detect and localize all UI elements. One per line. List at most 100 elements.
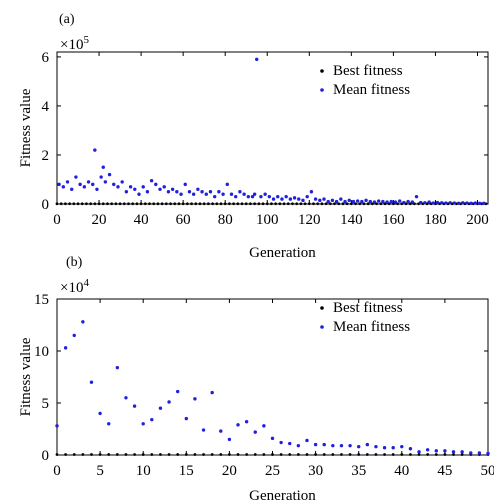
legend-label: Best fitness bbox=[333, 300, 403, 316]
best-fitness-point bbox=[210, 453, 214, 456]
best-fitness-point bbox=[282, 202, 286, 206]
best-fitness-point bbox=[160, 202, 164, 206]
mean-fitness-point bbox=[81, 320, 85, 324]
mean-fitness-point bbox=[444, 201, 448, 205]
mean-fitness-point bbox=[425, 448, 430, 452]
best-fitness-point bbox=[408, 202, 412, 206]
mean-fitness-point bbox=[271, 197, 276, 201]
best-fitness-point bbox=[391, 202, 395, 206]
best-fitness-point bbox=[202, 202, 206, 206]
best-fitness-point bbox=[156, 202, 160, 206]
mean-fitness-point bbox=[288, 197, 293, 201]
y-tick-label: 15 bbox=[34, 292, 49, 308]
mean-fitness-point bbox=[65, 180, 70, 184]
best-fitness-point bbox=[354, 202, 357, 206]
best-fitness-point bbox=[314, 453, 317, 456]
best-fitness-point bbox=[286, 202, 290, 206]
best-fitness-point bbox=[106, 202, 109, 206]
x-tick-label: 180 bbox=[424, 212, 447, 228]
mean-fitness-point bbox=[397, 199, 402, 203]
mean-fitness-point bbox=[200, 190, 204, 194]
mean-fitness-point bbox=[402, 200, 406, 205]
best-fitness-point bbox=[291, 202, 294, 206]
mean-fitness-point bbox=[385, 200, 389, 204]
y-multiplier: ×104 bbox=[60, 277, 89, 296]
mean-fitness-point bbox=[204, 192, 208, 196]
best-fitness-point bbox=[387, 202, 391, 206]
best-fitness-point bbox=[328, 202, 332, 206]
y-tick-label: 5 bbox=[42, 396, 50, 412]
mean-fitness-point bbox=[331, 443, 335, 448]
y-tick-label: 0 bbox=[42, 197, 50, 213]
mean-fitness-point bbox=[318, 198, 322, 203]
mean-fitness-point bbox=[193, 397, 197, 401]
best-fitness-point bbox=[81, 453, 85, 456]
panel-label: (a) bbox=[59, 12, 75, 27]
best-fitness-point bbox=[460, 453, 464, 456]
best-fitness-point bbox=[85, 202, 88, 206]
mean-fitness-point bbox=[465, 201, 469, 205]
mean-fitness-point bbox=[456, 201, 461, 205]
mean-fitness-point bbox=[280, 197, 284, 201]
best-fitness-point bbox=[89, 202, 93, 206]
mean-fitness-point bbox=[372, 200, 377, 204]
best-fitness-point bbox=[434, 453, 438, 456]
best-fitness-point bbox=[133, 453, 136, 456]
best-fitness-point bbox=[375, 202, 378, 206]
mean-fitness-point bbox=[101, 165, 105, 169]
x-tick-label: 60 bbox=[176, 212, 191, 228]
best-fitness-point bbox=[90, 453, 93, 456]
best-fitness-point bbox=[164, 202, 168, 206]
mean-fitness-point bbox=[270, 436, 275, 441]
mean-fitness-point bbox=[469, 201, 473, 205]
best-fitness-point bbox=[249, 202, 252, 206]
mean-fitness-point bbox=[360, 199, 364, 204]
best-fitness-point bbox=[383, 202, 387, 206]
mean-fitness-point bbox=[236, 423, 240, 427]
best-fitness-point bbox=[253, 202, 257, 206]
best-fitness-point bbox=[194, 202, 198, 206]
best-fitness-point bbox=[409, 453, 412, 456]
best-fitness-point bbox=[228, 453, 231, 456]
x-tick-label: 160 bbox=[382, 212, 405, 228]
best-fitness-point bbox=[169, 202, 172, 206]
mean-fitness-point bbox=[72, 333, 76, 338]
best-fitness-point bbox=[64, 202, 67, 206]
mean-fitness-point bbox=[406, 199, 410, 204]
x-tick-label: 20 bbox=[92, 212, 107, 228]
mean-fitness-point bbox=[250, 194, 255, 199]
mean-fitness-point bbox=[461, 201, 465, 205]
mean-fitness-point bbox=[347, 198, 351, 203]
legend-label: Mean fitness bbox=[333, 82, 410, 98]
series-best-fitness bbox=[55, 453, 490, 456]
best-fitness-point bbox=[349, 202, 353, 206]
best-fitness-point bbox=[176, 453, 180, 456]
best-fitness-point bbox=[358, 202, 362, 206]
x-tick-label: 140 bbox=[340, 212, 363, 228]
mean-fitness-point bbox=[196, 187, 200, 191]
best-fitness-point bbox=[139, 202, 143, 206]
legend-marker bbox=[320, 88, 324, 92]
mean-fitness-point bbox=[473, 201, 478, 205]
mean-fitness-point bbox=[435, 200, 440, 205]
mean-fitness-point bbox=[381, 199, 385, 204]
best-fitness-point bbox=[296, 453, 300, 456]
mean-fitness-point bbox=[427, 200, 431, 204]
mean-fitness-point bbox=[448, 201, 452, 205]
best-fitness-point bbox=[193, 453, 197, 456]
mean-fitness-point bbox=[288, 441, 292, 446]
mean-fitness-point bbox=[95, 187, 99, 191]
best-fitness-point bbox=[177, 202, 181, 206]
mean-fitness-point bbox=[132, 404, 137, 408]
mean-fitness-point bbox=[115, 365, 120, 370]
mean-fitness-point bbox=[145, 190, 150, 194]
series-mean-fitness bbox=[57, 57, 486, 205]
mean-fitness-point bbox=[276, 194, 280, 199]
mean-fitness-point bbox=[279, 440, 283, 445]
best-fitness-point bbox=[143, 202, 147, 206]
mean-fitness-point bbox=[301, 198, 305, 203]
legend-label: Mean fitness bbox=[333, 319, 410, 335]
best-fitness-point bbox=[228, 202, 231, 206]
y-tick-label: 4 bbox=[42, 99, 50, 115]
mean-fitness-point bbox=[305, 438, 309, 443]
